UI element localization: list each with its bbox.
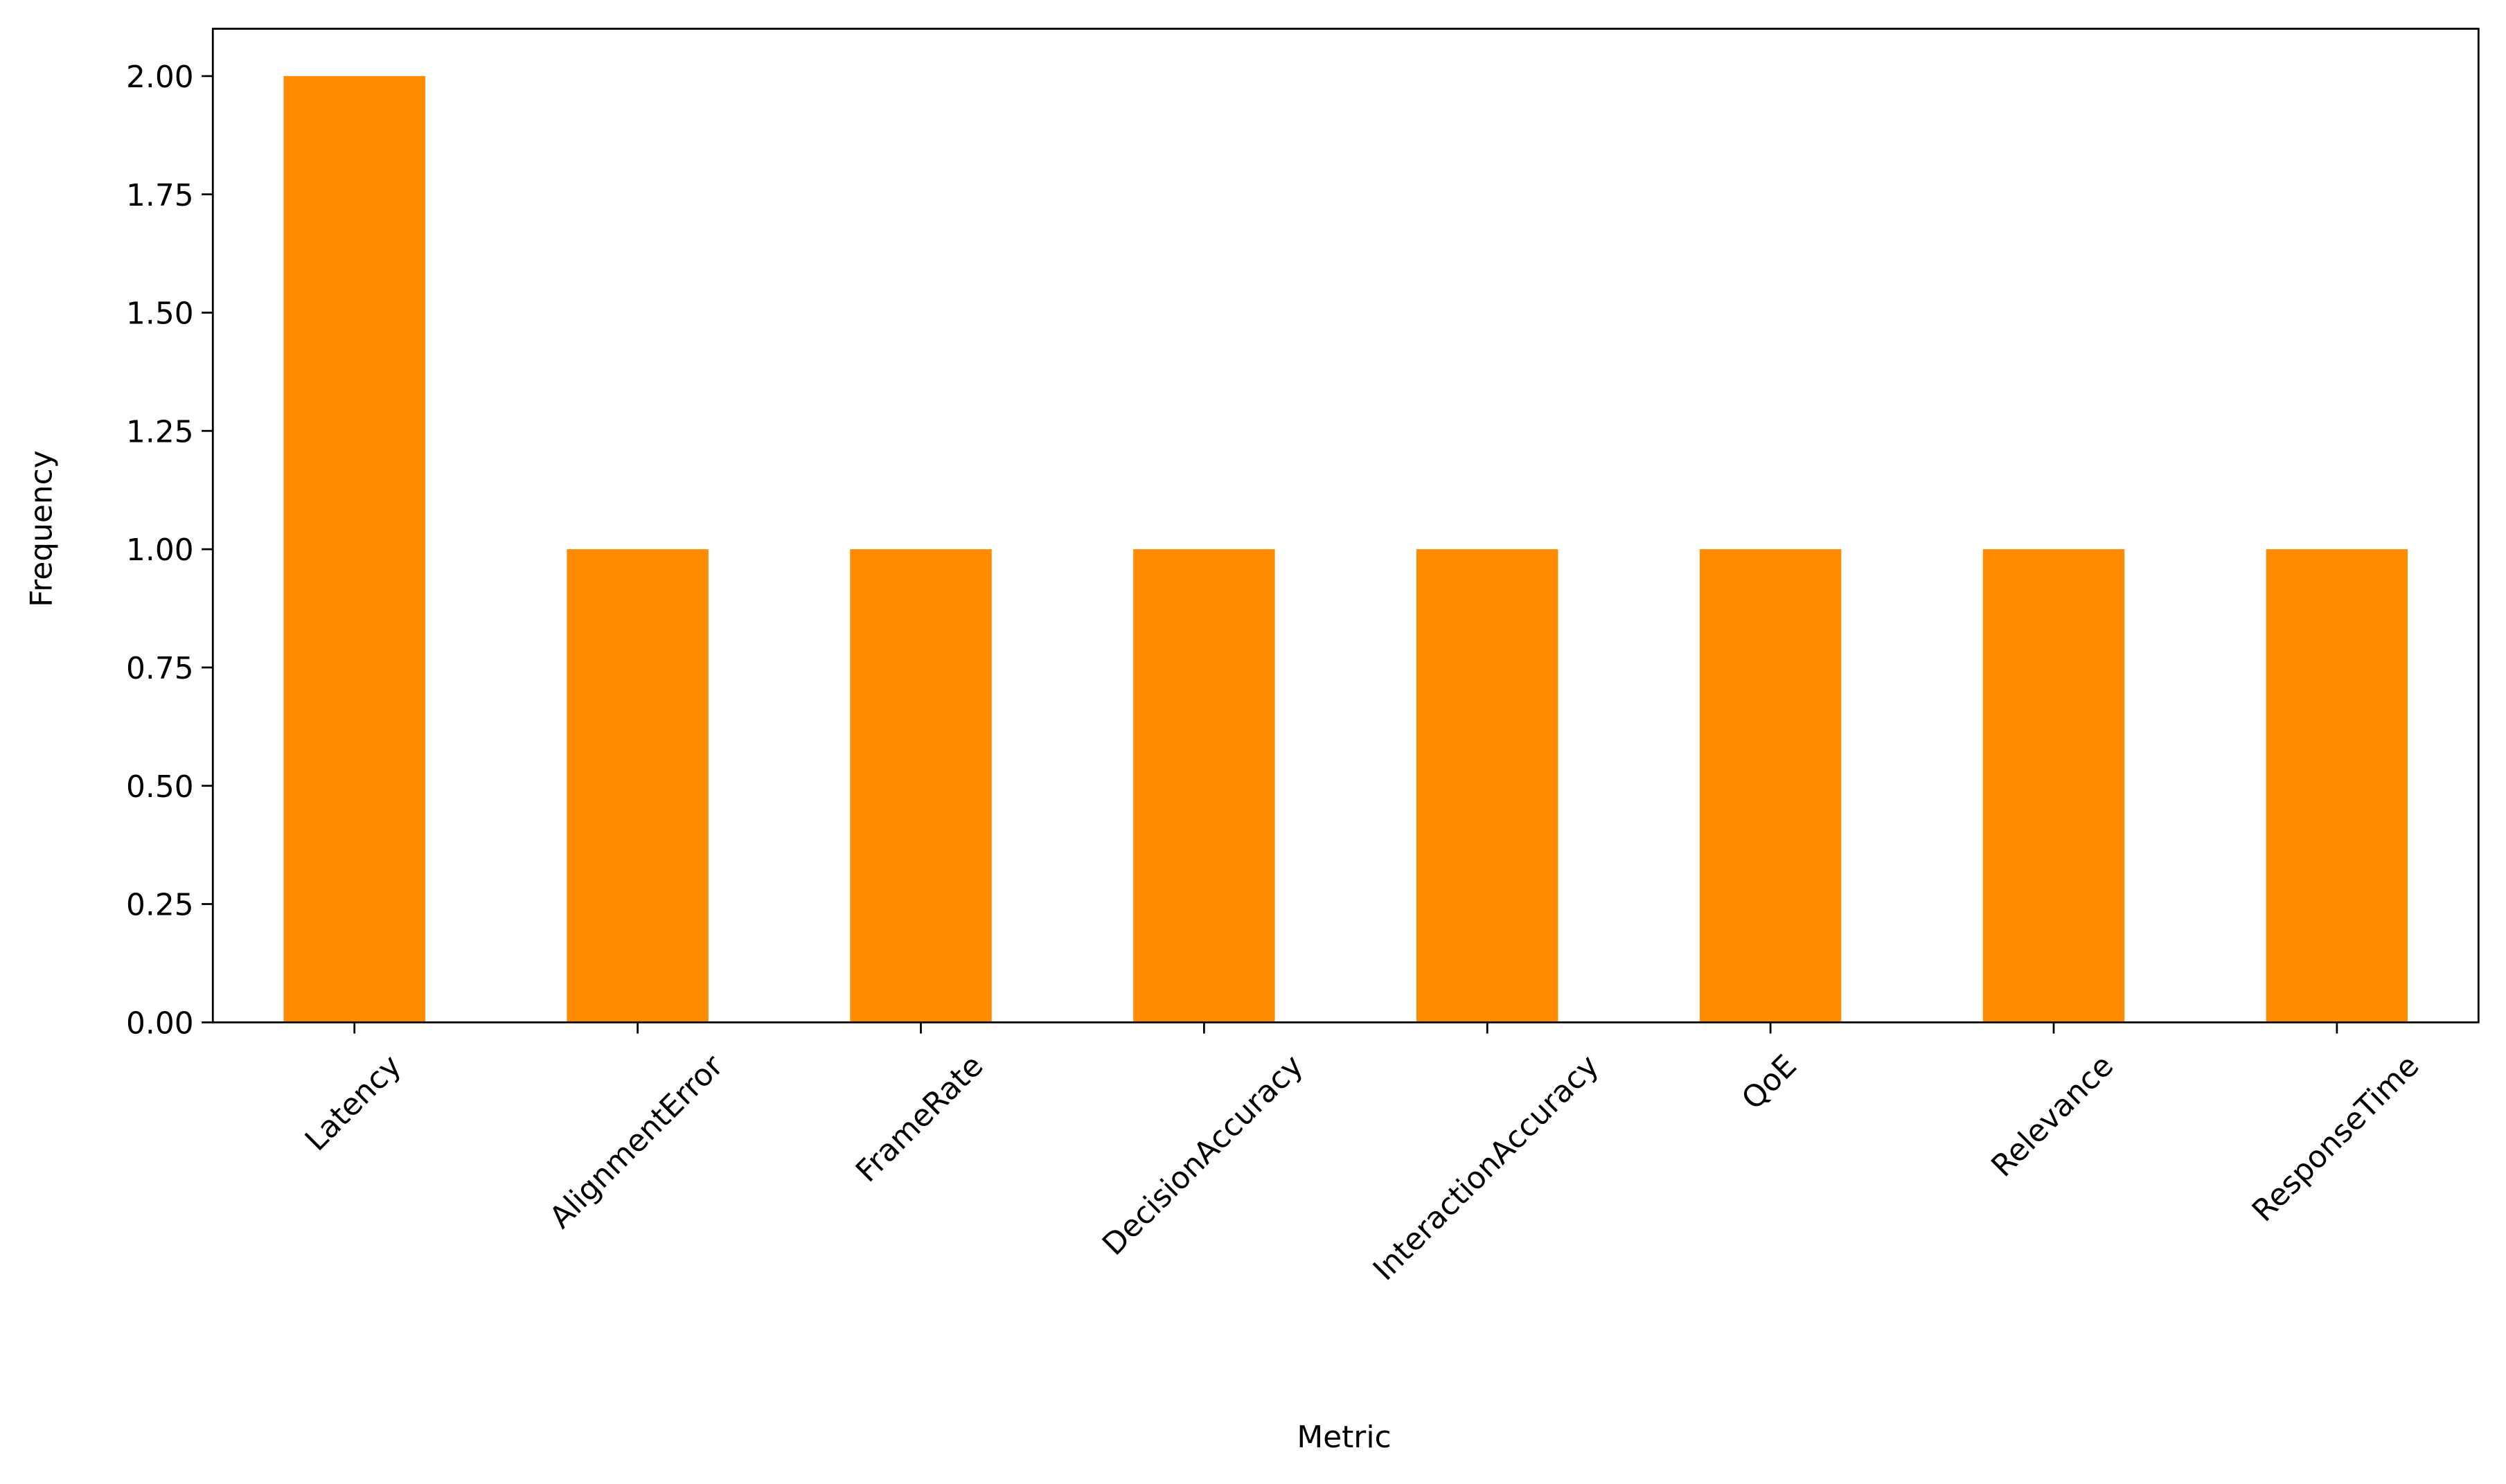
- bar: [1133, 549, 1275, 1023]
- x-tick-label: InteractionAccuracy: [1367, 1048, 1606, 1288]
- x-tick-label: Latency: [299, 1048, 409, 1159]
- y-tick-label: 0.00: [126, 1005, 194, 1041]
- axes-frame: [211, 28, 2480, 1023]
- x-tick-label: QoE: [1735, 1048, 1804, 1117]
- x-tick-label: Relevance: [1984, 1048, 2120, 1184]
- y-axis-label: Frequency: [24, 450, 59, 607]
- y-tick-label: 2.00: [126, 60, 194, 95]
- y-tick-label: 0.25: [126, 888, 194, 923]
- x-tick-label: FrameRate: [849, 1048, 990, 1190]
- y-tick-label: 1.50: [126, 296, 194, 332]
- bar: [850, 549, 992, 1023]
- y-tick-label: 1.25: [126, 414, 194, 449]
- y-tick-label: 0.50: [126, 769, 194, 805]
- x-axis-label: Metric: [1297, 1420, 1391, 1455]
- bar: [1982, 549, 2125, 1023]
- bar: [2266, 549, 2408, 1023]
- x-tick-label: DecisionAccuracy: [1096, 1048, 1310, 1262]
- x-tick-label: ResponseTime: [2246, 1048, 2426, 1229]
- bar: [1699, 549, 1842, 1023]
- x-tick-label: AlignmentError: [543, 1048, 731, 1235]
- bar: [1416, 549, 1558, 1023]
- bar: [283, 75, 425, 1023]
- y-tick-label: 1.00: [126, 533, 194, 568]
- y-tick-label: 0.75: [126, 651, 194, 686]
- y-tick-label: 1.75: [126, 178, 194, 213]
- bar: [567, 549, 709, 1023]
